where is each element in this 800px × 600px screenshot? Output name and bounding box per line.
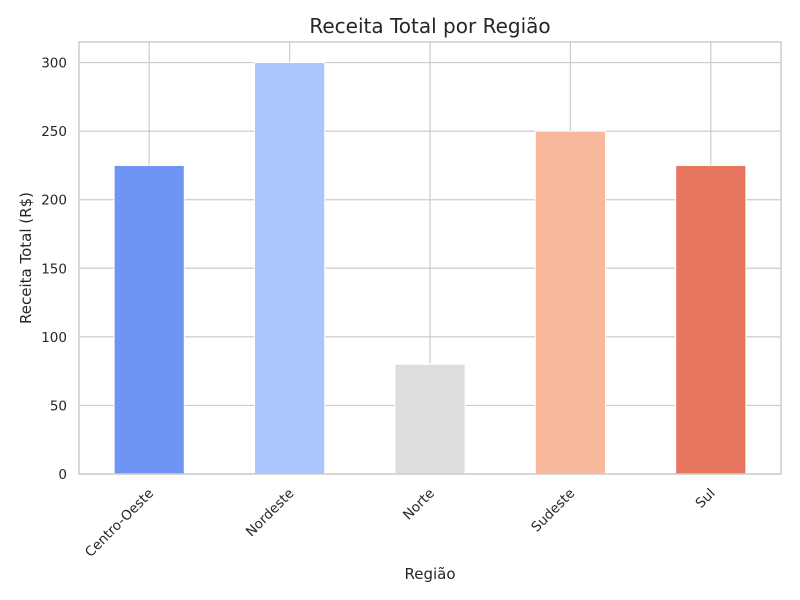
x-tick-label: Nordeste bbox=[243, 486, 298, 541]
y-axis-label: Receita Total (R$) bbox=[17, 192, 35, 324]
y-tick-label: 100 bbox=[41, 330, 67, 346]
chart-title: Receita Total por Região bbox=[309, 14, 550, 38]
y-tick-label: 150 bbox=[41, 261, 67, 277]
y-tick-label: 50 bbox=[50, 398, 67, 414]
x-tick-labels: Centro-Oeste Nordeste Norte Sudeste Sul bbox=[82, 486, 719, 561]
bars bbox=[113, 62, 747, 475]
y-tick-labels: 0 50 100 150 200 250 300 bbox=[41, 56, 67, 483]
bar-centro-oeste bbox=[113, 164, 185, 475]
bar-nordeste bbox=[254, 62, 326, 475]
x-axis-label: Região bbox=[404, 565, 455, 583]
plot-frame bbox=[78, 41, 782, 475]
x-tick-label: Centro-Oeste bbox=[82, 486, 157, 561]
x-tick-label: Sul bbox=[693, 486, 719, 512]
grid-lines bbox=[79, 42, 781, 475]
y-tick-label: 0 bbox=[58, 467, 67, 483]
y-tick-label: 250 bbox=[41, 124, 67, 140]
y-tick-label: 300 bbox=[41, 56, 67, 72]
bar-sul bbox=[675, 164, 747, 475]
y-tick-label: 200 bbox=[41, 193, 67, 209]
x-tick-label: Norte bbox=[400, 486, 438, 524]
bar-norte bbox=[394, 363, 466, 475]
x-tick-label: Sudeste bbox=[528, 486, 578, 536]
bar-sudeste bbox=[534, 130, 606, 475]
